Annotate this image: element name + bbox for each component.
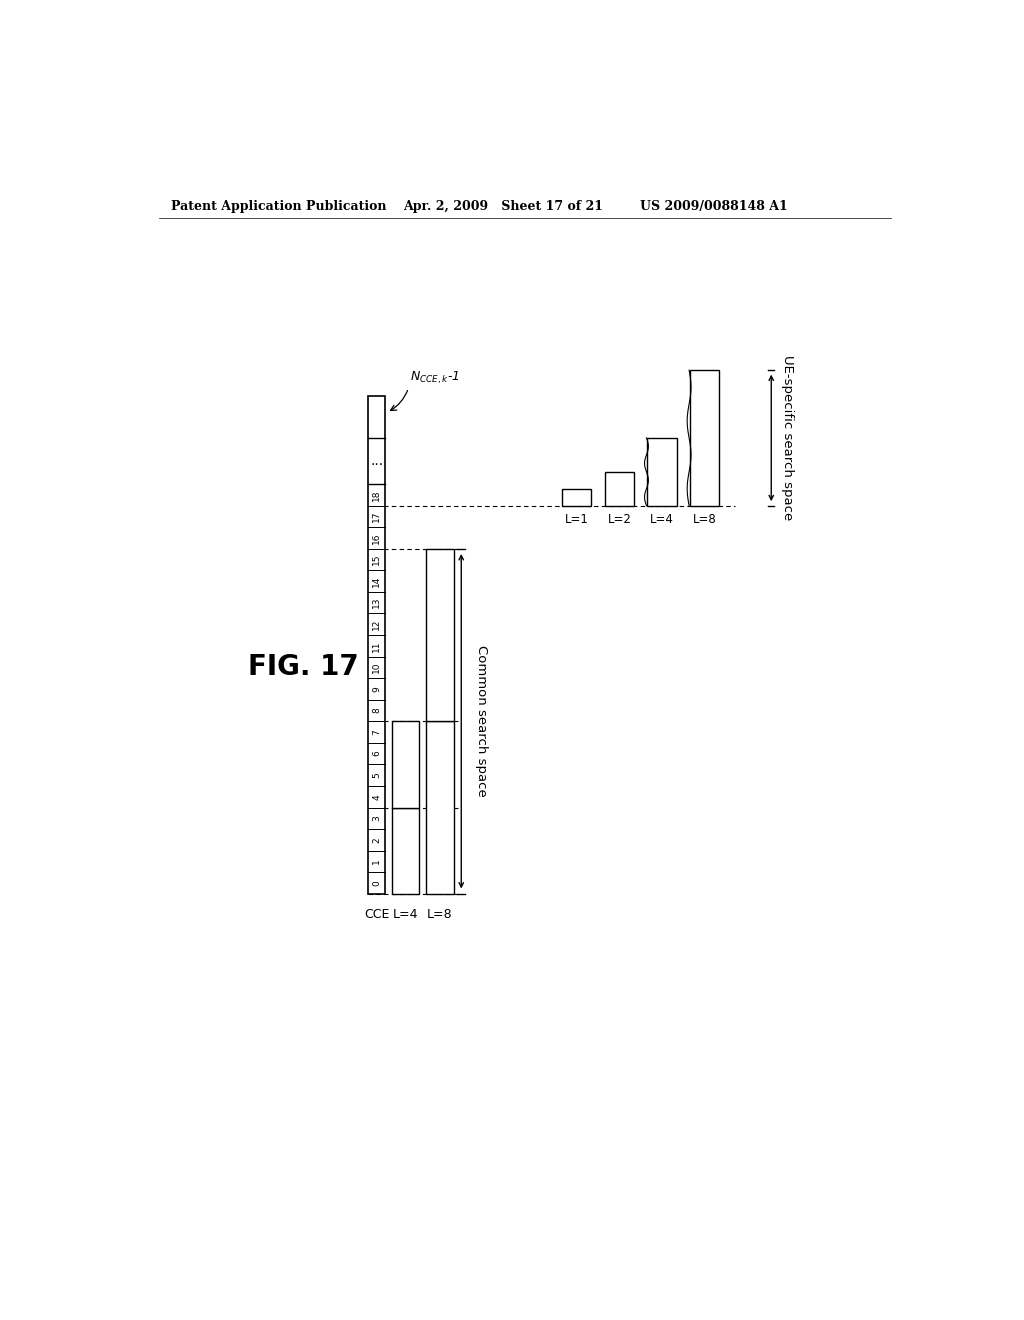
Text: 16: 16 [373,532,381,544]
Text: Patent Application Publication: Patent Application Publication [171,199,386,213]
Text: ...: ... [371,454,383,469]
Bar [604,471,634,506]
Text: Common search space: Common search space [475,645,488,797]
Bar [369,396,385,894]
Bar [391,721,419,808]
Text: FIG. 17: FIG. 17 [248,652,358,681]
Text: 6: 6 [373,751,381,756]
Bar [426,721,454,894]
Text: 18: 18 [373,490,381,500]
Text: 11: 11 [373,640,381,652]
Text: $N_{CCE,k}$-1: $N_{CCE,k}$-1 [410,370,460,387]
Text: L=8: L=8 [692,513,717,527]
Text: 8: 8 [373,708,381,713]
Text: 0: 0 [373,880,381,886]
Text: 15: 15 [373,554,381,565]
Text: 7: 7 [373,729,381,735]
Text: UE-specific search space: UE-specific search space [780,355,794,520]
Text: 10: 10 [373,661,381,673]
Text: 2: 2 [373,837,381,842]
Bar [562,488,592,506]
Text: 4: 4 [373,793,381,800]
Text: L=2: L=2 [607,513,631,527]
Bar [426,549,454,721]
Text: 3: 3 [373,816,381,821]
Text: L=4: L=4 [392,908,418,920]
Text: 5: 5 [373,772,381,777]
Text: US 2009/0088148 A1: US 2009/0088148 A1 [640,199,787,213]
Text: L=8: L=8 [427,908,453,920]
Bar [647,438,677,506]
Bar [391,808,419,894]
Text: 12: 12 [373,619,381,630]
Text: CCE: CCE [365,908,389,920]
Text: 1: 1 [373,858,381,865]
Bar [690,370,719,506]
Text: L=1: L=1 [565,513,589,527]
Text: Apr. 2, 2009   Sheet 17 of 21: Apr. 2, 2009 Sheet 17 of 21 [403,199,603,213]
Text: 17: 17 [373,511,381,523]
Text: L=4: L=4 [650,513,674,527]
Text: 14: 14 [373,576,381,587]
Text: 13: 13 [373,597,381,609]
Text: 9: 9 [373,686,381,692]
